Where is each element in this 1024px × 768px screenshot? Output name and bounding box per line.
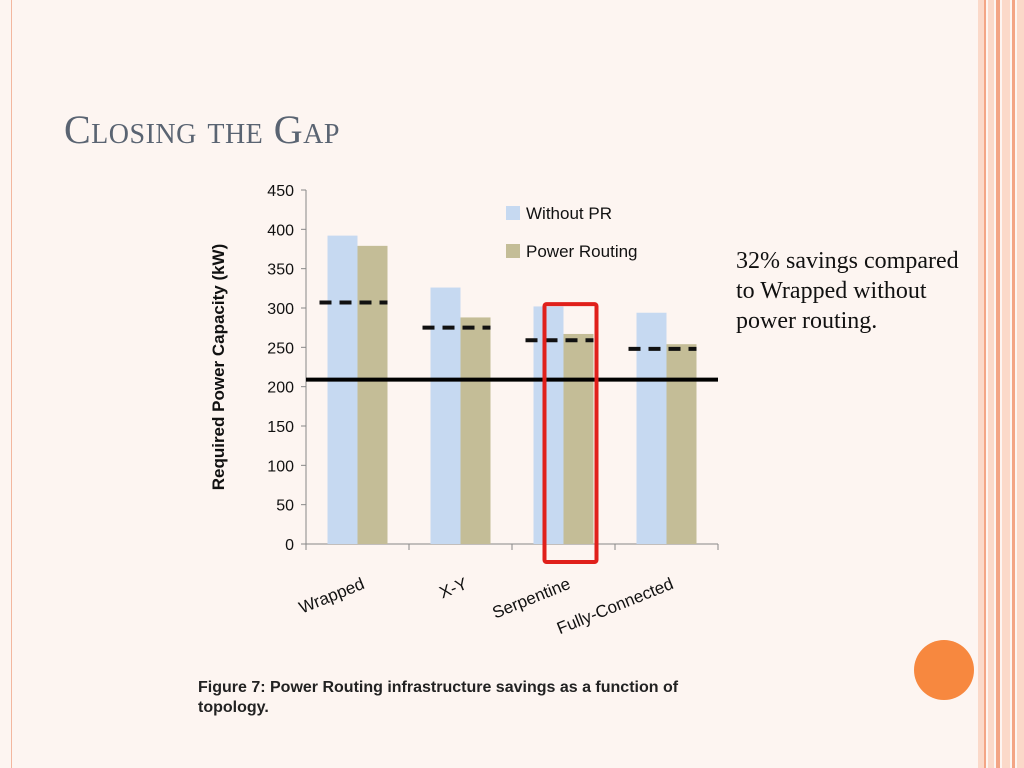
legend-label: Without PR [526, 204, 612, 223]
bar [430, 287, 461, 544]
bar [327, 235, 358, 545]
y-tick-label: 0 [285, 537, 294, 554]
decorative-circle [914, 640, 974, 700]
bar [666, 344, 697, 544]
x-category-label: Wrapped [296, 574, 367, 617]
y-tick-label: 450 [267, 183, 294, 200]
legend-swatch [506, 206, 520, 220]
savings-note: 32% savings compared to Wrapped without … [736, 248, 959, 334]
legend-swatch [506, 244, 520, 258]
x-category-label: X-Y [437, 574, 470, 602]
x-category-label: Serpentine [490, 574, 573, 622]
x-category-label: Fully-Connected [554, 574, 676, 638]
y-tick-label: 350 [267, 262, 294, 279]
y-axis-label: Required Power Capacity (kW) [209, 244, 228, 491]
slide-title: Closing the Gap [64, 107, 340, 152]
legend-label: Power Routing [526, 242, 638, 261]
decorative-stripes [978, 0, 1024, 768]
y-tick-label: 150 [267, 419, 294, 436]
chart-container: 0 50 100 150 200 250 300 350 400 450 Required Powe… [196, 172, 756, 662]
highlight-box [542, 302, 599, 564]
y-tick-label: 250 [267, 340, 294, 357]
bar-chart: 0 50 100 150 200 250 300 350 400 450 Required Powe… [209, 183, 719, 638]
figure-caption: Figure 7: Power Routing infrastructure s… [198, 679, 679, 716]
bar [636, 312, 667, 544]
slide-left-border [0, 0, 12, 768]
bar [563, 333, 594, 544]
y-tick-label: 300 [267, 301, 294, 318]
y-tick-label: 50 [276, 498, 294, 515]
bar [533, 306, 564, 544]
bar [357, 245, 388, 544]
y-tick-label: 400 [267, 222, 294, 239]
bar [460, 317, 491, 544]
y-tick-label: 200 [267, 380, 294, 397]
y-tick-label: 100 [267, 458, 294, 475]
